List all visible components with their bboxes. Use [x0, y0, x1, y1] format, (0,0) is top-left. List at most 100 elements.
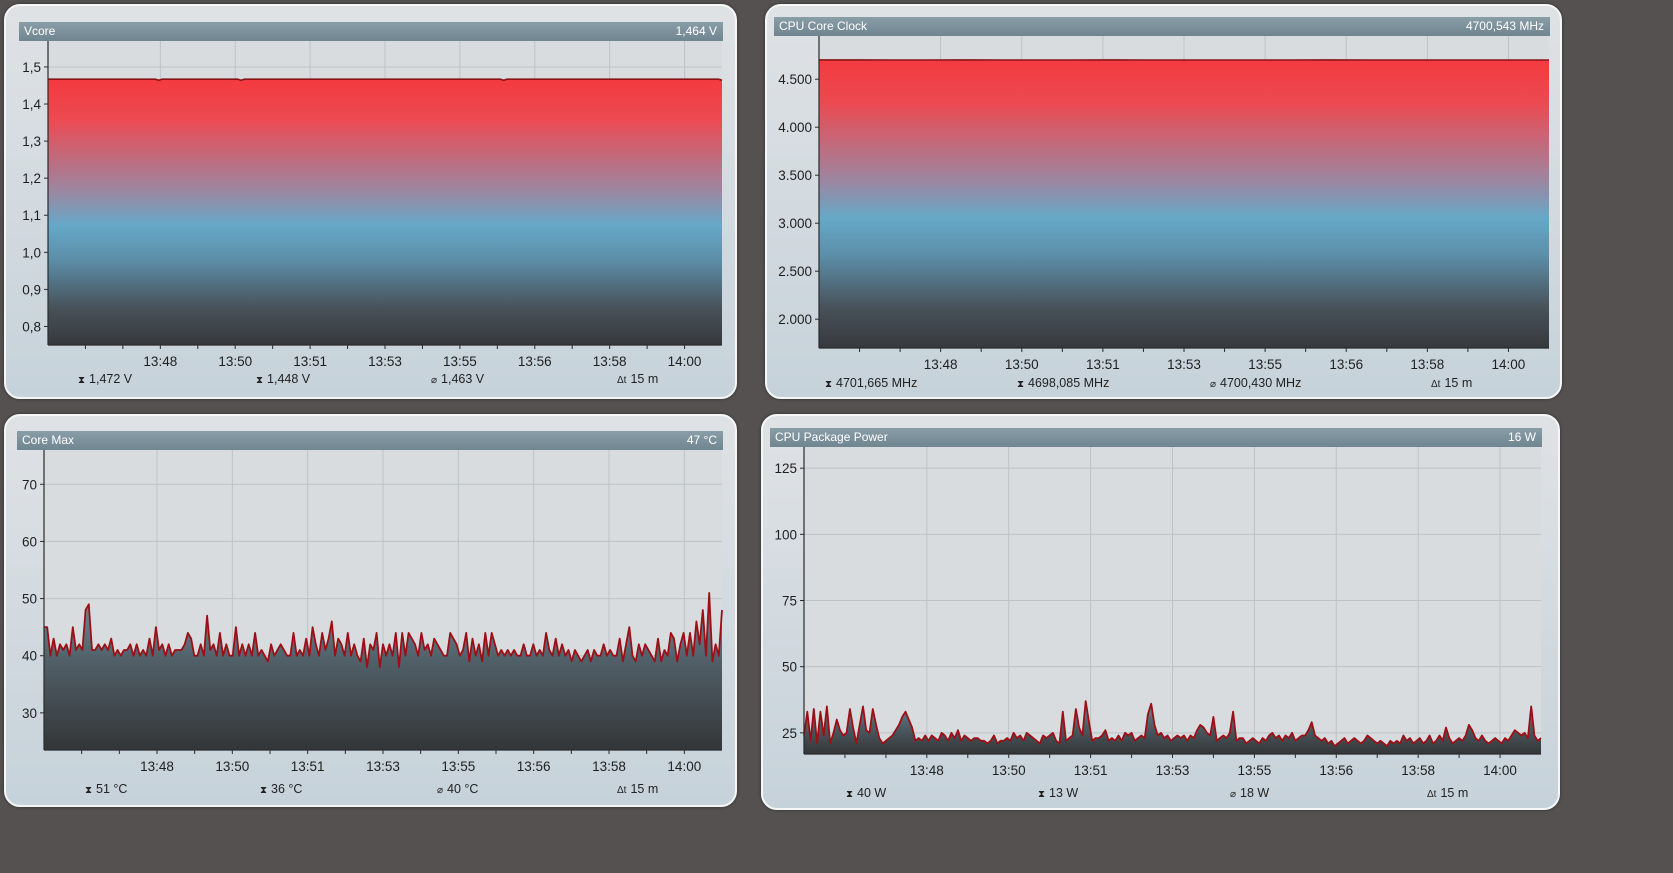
cpu-package-power-chart: 25 50 75 100 125 13:48 13:50 13:51 13:53 13:55 13:…	[774, 447, 1542, 778]
panel-title: Core Max	[22, 433, 75, 447]
series-line	[48, 78, 723, 82]
x-tick-label: 13:48	[143, 354, 177, 369]
max-icon: ⧗	[825, 379, 833, 390]
y-tick-label: 3.500	[778, 168, 812, 183]
x-tick-label: 13:58	[592, 759, 626, 774]
y-tick-label: 100	[774, 527, 797, 542]
x-tick-label: 13:50	[218, 354, 252, 369]
y-tick-label: 40	[22, 649, 37, 664]
x-tick-label: 14:00	[667, 759, 701, 774]
y-tick-label: 1,3	[22, 134, 41, 149]
y-tick-label: 25	[782, 726, 797, 741]
stat-max: ⧗ 51 °C	[85, 782, 128, 796]
average-icon: ⌀	[1230, 789, 1237, 800]
average-icon: ⌀	[431, 375, 438, 386]
panel-header: Vcore 1,464 V	[19, 22, 723, 41]
stat-max: ⧗ 4701,665 MHz	[825, 376, 918, 390]
core-max-chart: 30 40 50 60 70 13:48 13:50 13:51 13:53 13:55 13:56…	[22, 450, 723, 774]
x-tick-label: 13:56	[1329, 357, 1363, 372]
timespan-icon: Δt	[1431, 379, 1441, 390]
min-icon: ⧗	[1038, 789, 1046, 800]
x-tick-label: 13:50	[215, 759, 249, 774]
panel-title: CPU Core Clock	[779, 19, 868, 33]
current-value: 16 W	[1507, 430, 1536, 444]
cpu-core-clock-panel: CPU Core Clock 4700,543 MHz 2.000 2.500 3.…	[765, 4, 1562, 399]
y-tick-label: 30	[22, 706, 37, 721]
x-tick-label: 14:00	[1483, 763, 1517, 778]
x-tick-label: 13:53	[366, 759, 400, 774]
panel-stats: ⧗ 40 W ⧗ 13 W ⌀ 18 W Δt 15 m	[763, 786, 1558, 806]
series-line	[803, 700, 1542, 747]
stat-avg: ⌀ 1,463 V	[431, 372, 485, 386]
series-area	[44, 592, 722, 750]
x-tick-label: 13:58	[1401, 763, 1435, 778]
x-tick-label: 13:56	[1319, 763, 1353, 778]
series-line	[44, 592, 723, 668]
stat-min: ⧗ 1,448 V	[256, 372, 311, 386]
stat-span: Δt 15 m	[1427, 786, 1469, 800]
x-tick-label: 13:58	[593, 354, 627, 369]
x-tick-label: 13:51	[1074, 763, 1108, 778]
x-tick-label: 13:53	[1167, 357, 1201, 372]
min-icon: ⧗	[1017, 379, 1025, 390]
y-tick-label: 125	[774, 461, 797, 476]
y-tick-label: 1,1	[22, 208, 41, 223]
stat-max: ⧗ 40 W	[846, 786, 887, 800]
y-tick-label: 0,8	[22, 319, 41, 334]
y-tick-label: 4.000	[778, 120, 812, 135]
x-tick-label: 13:48	[140, 759, 174, 774]
y-tick-label: 1,0	[22, 245, 41, 260]
x-tick-label: 13:58	[1410, 357, 1444, 372]
panel-stats: ⧗ 4701,665 MHz ⧗ 4698,085 MHz ⌀ 4700,430 MH…	[767, 376, 1560, 396]
timespan-icon: Δt	[617, 785, 627, 796]
series-area	[48, 79, 722, 345]
x-tick-label: 13:55	[441, 759, 475, 774]
cpu-core-clock-chart: 2.000 2.500 3.000 3.500 4.000 4.500 13:48 13:50…	[778, 36, 1549, 372]
y-tick-label: 70	[22, 477, 37, 492]
stat-min: ⧗ 4698,085 MHz	[1017, 376, 1110, 390]
x-tick-label: 13:51	[293, 354, 327, 369]
y-tick-label: 50	[22, 592, 37, 607]
x-tick-label: 13:56	[517, 759, 551, 774]
x-tick-label: 13:48	[910, 763, 944, 778]
vcore-panel: Vcore 1,464 V 0,8 0,9 1,0 1,1 1,2 1,3 1,4 1,5 13…	[4, 4, 737, 399]
x-tick-label: 14:00	[1492, 357, 1526, 372]
stat-span: Δt 15 m	[617, 372, 659, 386]
max-icon: ⧗	[846, 789, 854, 800]
x-tick-label: 13:53	[368, 354, 402, 369]
series-area	[819, 59, 1549, 349]
stat-max: ⧗ 1,472 V	[78, 372, 133, 386]
max-icon: ⧗	[85, 785, 93, 796]
y-tick-label: 3.000	[778, 216, 812, 231]
min-icon: ⧗	[256, 375, 264, 386]
cpu-package-power-panel: CPU Package Power 16 W 25 50 75 100 125 13:48…	[761, 414, 1560, 810]
y-tick-label: 0,9	[22, 282, 41, 297]
stat-min: ⧗ 36 °C	[260, 782, 303, 796]
current-value: 4700,543 MHz	[1465, 19, 1544, 33]
panel-header: Core Max 47 °C	[17, 431, 723, 450]
y-tick-label: 50	[782, 660, 797, 675]
x-tick-label: 13:55	[443, 354, 477, 369]
panel-title: Vcore	[24, 24, 56, 38]
x-tick-label: 13:53	[1156, 763, 1190, 778]
y-tick-label: 4.500	[778, 72, 812, 87]
panel-header: CPU Core Clock 4700,543 MHz	[774, 17, 1550, 36]
panel-stats: ⧗ 51 °C ⧗ 36 °C ⌀ 40 °C Δt 15 m	[6, 782, 735, 802]
timespan-icon: Δt	[617, 375, 627, 386]
x-tick-label: 13:55	[1237, 763, 1271, 778]
average-icon: ⌀	[437, 785, 444, 796]
stat-span: Δt 15 m	[1431, 376, 1473, 390]
y-tick-label: 2.000	[778, 312, 812, 327]
y-tick-label: 2.500	[778, 264, 812, 279]
stat-avg: ⌀ 18 W	[1230, 786, 1270, 800]
stat-avg: ⌀ 40 °C	[437, 782, 479, 796]
stat-min: ⧗ 13 W	[1038, 786, 1079, 800]
panel-stats: ⧗ 1,472 V ⧗ 1,448 V ⌀ 1,463 V Δt 15 m	[6, 372, 735, 392]
panel-header: CPU Package Power 16 W	[770, 428, 1542, 447]
x-tick-label: 13:50	[992, 763, 1026, 778]
average-icon: ⌀	[1210, 379, 1217, 390]
y-tick-label: 1,5	[22, 60, 41, 75]
timespan-icon: Δt	[1427, 789, 1437, 800]
max-icon: ⧗	[78, 375, 86, 386]
stat-avg: ⌀ 4700,430 MHz	[1210, 376, 1302, 390]
